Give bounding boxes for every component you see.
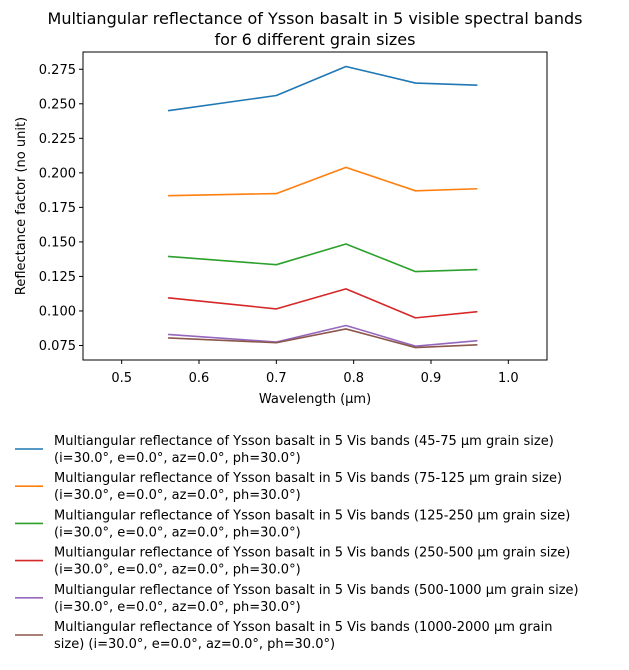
- legend-label: (i=30.0°, e=0.0°, az=0.0°, ph=30.0°): [54, 600, 301, 615]
- axes-frame: [82, 51, 548, 361]
- series-line-6: [168, 328, 478, 349]
- legend-label: Multiangular reflectance of Ysson basalt…: [54, 471, 562, 486]
- x-tick-label: 0.5: [111, 371, 132, 386]
- legend-label: (i=30.0°, e=0.0°, az=0.0°, ph=30.0°): [54, 451, 301, 466]
- legend-entry: Multiangular reflectance of Ysson basalt…: [15, 434, 554, 466]
- series-line-4: [167, 288, 478, 319]
- y-tick-label: 0.250: [39, 97, 76, 112]
- legend-entry: Multiangular reflectance of Ysson basalt…: [15, 583, 579, 615]
- y-tick-label: 0.125: [39, 270, 76, 285]
- legend-label: (i=30.0°, e=0.0°, az=0.0°, ph=30.0°): [54, 488, 301, 503]
- y-tick-label: 0.175: [39, 201, 76, 216]
- chart-title-line-2: for 6 different grain sizes: [215, 30, 416, 49]
- x-axis-label: Wavelength (μm): [259, 392, 371, 407]
- x-tick-label: 0.8: [343, 371, 364, 386]
- legend-label: Multiangular reflectance of Ysson basalt…: [54, 583, 579, 598]
- series-line-1: [167, 65, 478, 112]
- legend-label: Multiangular reflectance of Ysson basalt…: [54, 508, 570, 523]
- y-axis-label: Reflectance factor (no unit): [14, 117, 29, 295]
- y-tick-label: 0.100: [39, 304, 76, 319]
- legend-label: (i=30.0°, e=0.0°, az=0.0°, ph=30.0°): [54, 563, 301, 578]
- plot-area: [167, 65, 478, 349]
- legend-label: size) (i=30.0°, e=0.0°, az=0.0°, ph=30.0…: [54, 637, 335, 652]
- chart-title-line-1: Multiangular reflectance of Ysson basalt…: [48, 9, 583, 28]
- legend-entry: Multiangular reflectance of Ysson basalt…: [15, 508, 570, 540]
- legend-label: Multiangular reflectance of Ysson basalt…: [54, 620, 552, 635]
- x-axis: 0.5 0.6 0.7 0.8 0.9 1.0: [111, 360, 519, 386]
- y-axis: 0.075 0.100 0.125 0.150 0.175 0.200 0.225 0.250…: [39, 63, 83, 354]
- legend-entry: Multiangular reflectance of Ysson basalt…: [15, 471, 562, 503]
- y-tick-label: 0.200: [39, 166, 76, 181]
- series-line-2: [168, 166, 478, 197]
- legend-label: Multiangular reflectance of Ysson basalt…: [54, 546, 570, 561]
- y-tick-label: 0.275: [39, 63, 76, 78]
- series-line-5: [168, 324, 478, 347]
- legend-entry: Multiangular reflectance of Ysson basalt…: [15, 620, 552, 652]
- series-line-3: [168, 243, 478, 273]
- legend-label: Multiangular reflectance of Ysson basalt…: [54, 434, 554, 449]
- x-tick-label: 0.6: [189, 371, 210, 386]
- x-tick-label: 0.7: [266, 371, 287, 386]
- legend-label: (i=30.0°, e=0.0°, az=0.0°, ph=30.0°): [54, 525, 301, 540]
- y-tick-label: 0.225: [39, 132, 76, 147]
- x-tick-label: 0.9: [421, 371, 442, 386]
- x-tick-label: 1.0: [498, 371, 519, 386]
- legend: Multiangular reflectance of Ysson basalt…: [15, 434, 579, 652]
- y-tick-label: 0.150: [39, 235, 76, 250]
- y-tick-label: 0.075: [39, 339, 76, 354]
- legend-entry: Multiangular reflectance of Ysson basalt…: [15, 546, 570, 578]
